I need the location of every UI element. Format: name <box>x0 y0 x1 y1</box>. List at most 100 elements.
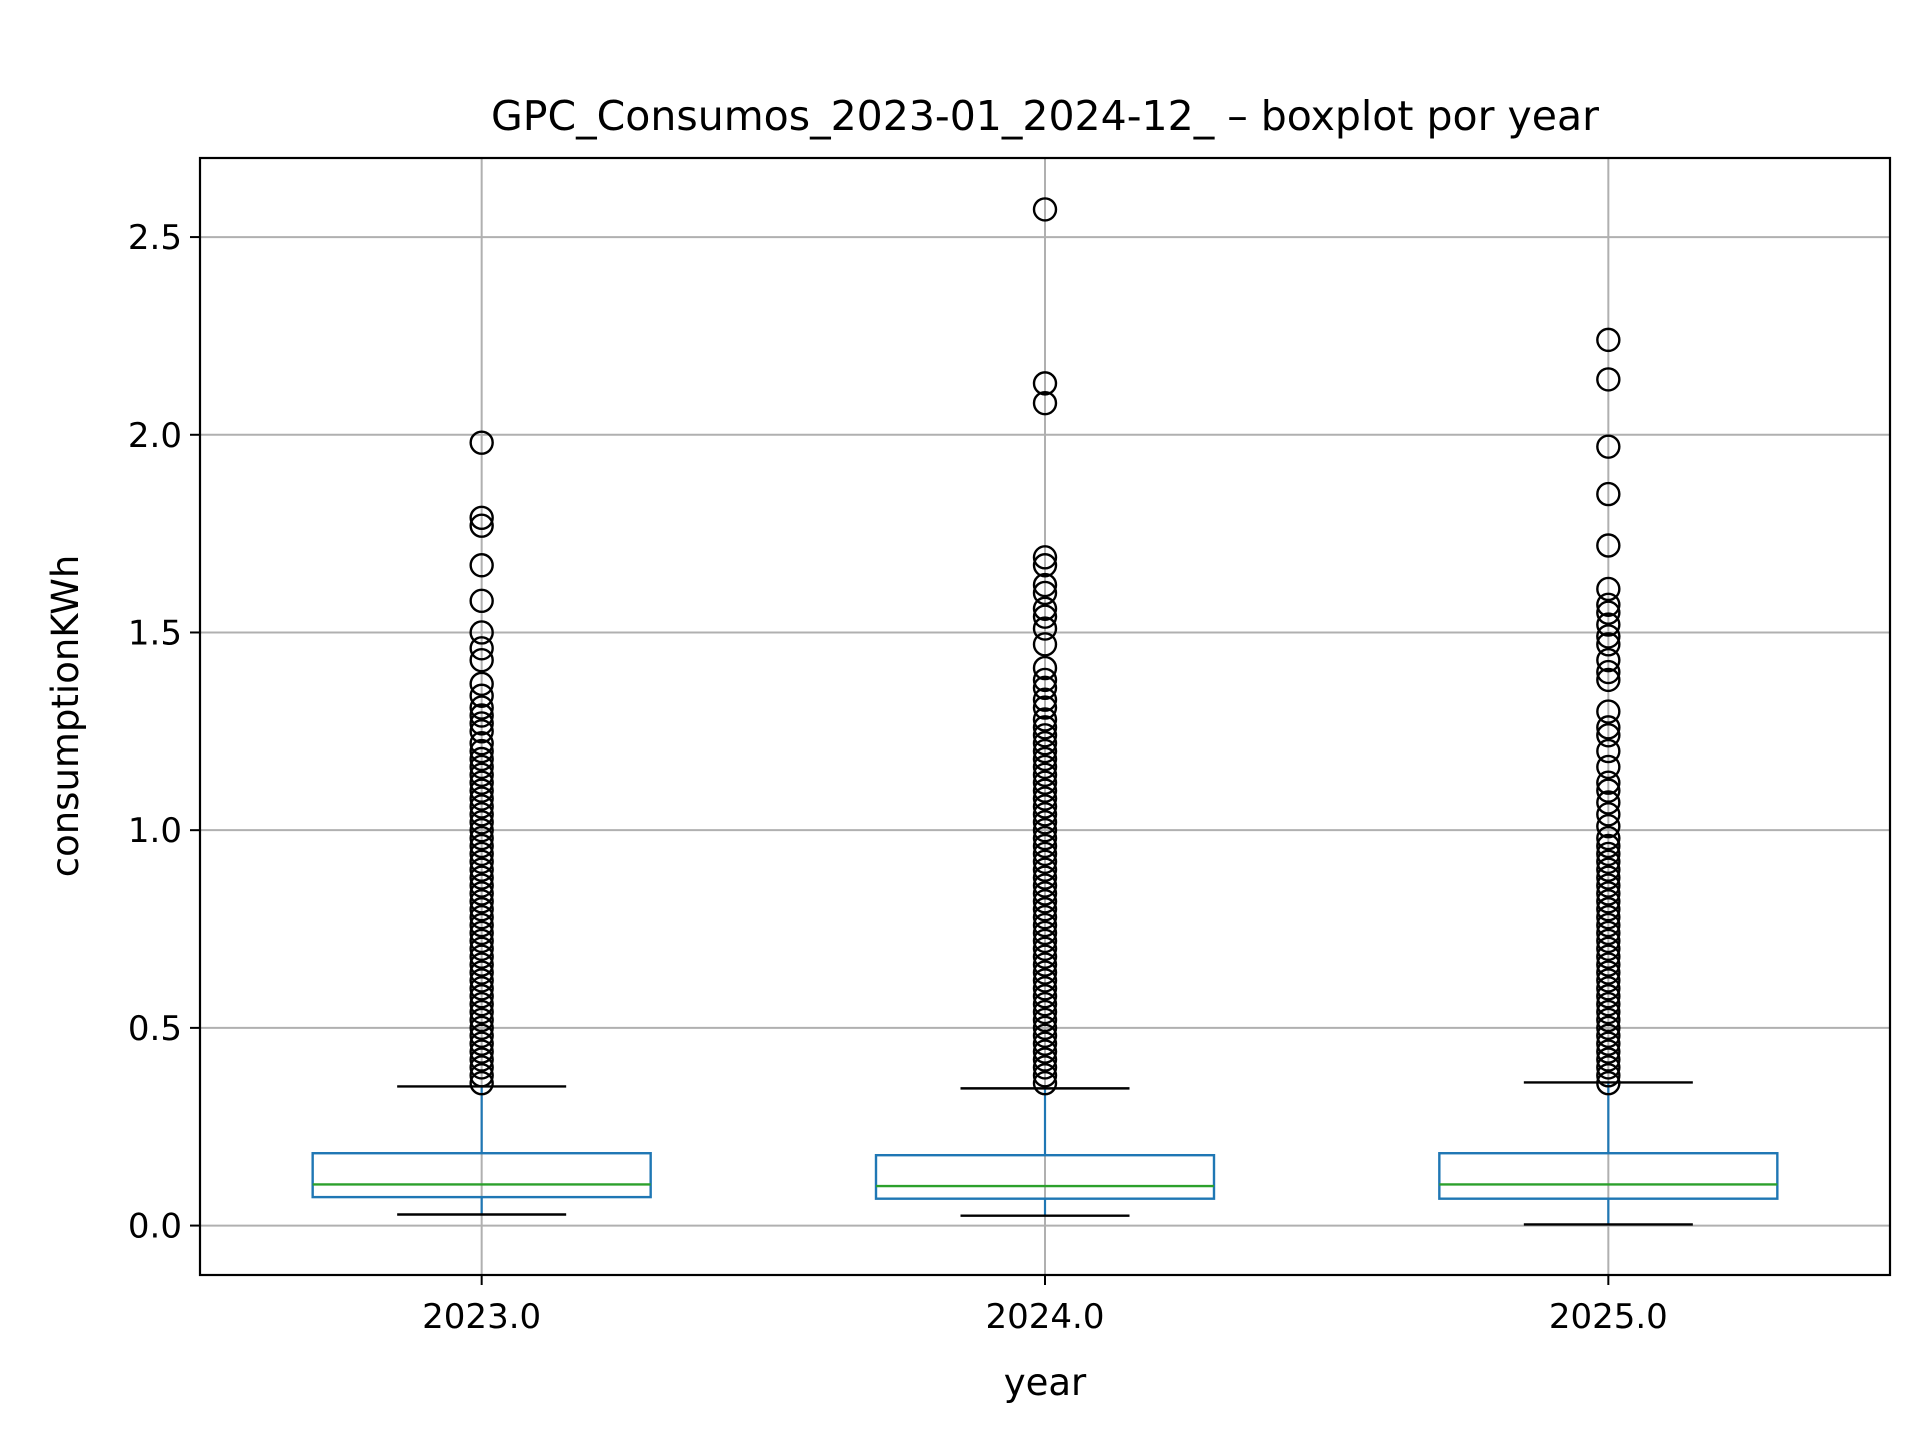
outlier-point <box>1032 912 1058 938</box>
outlier-point <box>1596 873 1621 898</box>
outlier-point <box>1032 968 1058 993</box>
outlier-point <box>1032 889 1058 914</box>
outlier-point <box>469 1023 494 1048</box>
outlier-point <box>469 944 494 969</box>
outlier-point <box>1596 778 1621 803</box>
outlier-point <box>1032 596 1058 621</box>
outlier-point <box>1032 695 1058 720</box>
outlier-point <box>1596 600 1621 625</box>
outlier-point <box>1032 715 1058 740</box>
outlier-point <box>1032 604 1058 629</box>
outlier-point <box>469 1015 494 1041</box>
outlier-point <box>469 857 494 882</box>
outlier-point <box>469 904 494 930</box>
outlier-point <box>1032 825 1058 851</box>
outlier-point <box>1596 327 1621 353</box>
outlier-point <box>1596 897 1621 922</box>
outlier-point <box>1596 889 1621 914</box>
outlier-point <box>1596 857 1621 882</box>
outlier-point <box>1032 849 1058 875</box>
outlier-point <box>469 1047 494 1072</box>
outlier-point <box>469 936 494 961</box>
outlier-point <box>1032 833 1058 859</box>
outlier-point <box>1032 1031 1058 1056</box>
outlier-point <box>1032 865 1058 890</box>
outlier-point <box>1032 572 1058 598</box>
outlier-point <box>469 810 494 835</box>
outlier-point <box>1032 991 1058 1017</box>
outlier-point <box>1596 754 1621 780</box>
outlier-point <box>1596 1047 1621 1072</box>
outlier-point <box>1596 1031 1621 1056</box>
outlier-point <box>1032 553 1058 578</box>
outlier-point <box>1032 904 1058 930</box>
outlier-point <box>469 683 494 708</box>
y-tick-label: 1.0 <box>128 811 182 851</box>
outlier-point <box>1032 802 1058 827</box>
outlier-point <box>1032 762 1058 788</box>
outlier-point <box>1596 367 1621 392</box>
outlier-point <box>1032 580 1058 606</box>
outlier-point <box>1596 1023 1621 1048</box>
outlier-point <box>469 1063 494 1088</box>
outlier-point <box>1032 1063 1058 1088</box>
outlier-point <box>1596 920 1621 946</box>
y-tick-label: 0.5 <box>128 1009 182 1049</box>
outlier-point <box>469 991 494 1017</box>
outlier-point <box>1596 825 1621 851</box>
outlier-point <box>1596 790 1621 815</box>
outlier-point <box>1032 881 1058 906</box>
box-iqr <box>874 1153 1216 1200</box>
outlier-point <box>469 976 494 1001</box>
outlier-point <box>1596 715 1621 740</box>
outlier-point <box>1032 817 1058 843</box>
outlier-point <box>1596 833 1621 859</box>
outlier-point <box>1032 960 1058 985</box>
outliers <box>469 197 1621 1096</box>
y-tick-label: 2.0 <box>128 416 182 456</box>
outlier-point <box>1032 897 1058 922</box>
outlier-point <box>1032 371 1058 396</box>
outlier-point <box>1032 841 1058 867</box>
outlier-point <box>469 430 494 455</box>
outlier-point <box>1032 667 1058 693</box>
outlier-point <box>1032 1039 1058 1064</box>
outlier-point <box>1032 746 1058 772</box>
outlier-point <box>1596 770 1621 795</box>
outlier-point <box>1596 699 1621 724</box>
outlier-point <box>469 703 494 728</box>
outlier-point <box>1596 984 1621 1009</box>
outlier-point <box>469 873 494 898</box>
outlier-point <box>1596 960 1621 985</box>
outlier-point <box>1032 952 1058 977</box>
outlier-point <box>1596 1071 1621 1096</box>
chart-title: GPC_Consumos_2023-01_2024-12_ – boxplot … <box>491 92 1599 140</box>
outlier-point <box>469 825 494 851</box>
outlier-point <box>1032 810 1058 835</box>
outlier-point <box>1032 655 1058 681</box>
outlier-point <box>1596 624 1621 649</box>
outlier-point <box>469 794 494 819</box>
outlier-point <box>1596 647 1621 673</box>
outlier-point <box>469 889 494 914</box>
outlier-point <box>1596 928 1621 954</box>
outlier-point <box>469 865 494 890</box>
outlier-point <box>1596 912 1621 938</box>
outlier-point <box>469 817 494 843</box>
outlier-point <box>1032 944 1058 969</box>
y-axis-label: consumptionKWh <box>44 555 87 878</box>
outlier-point <box>1032 390 1058 416</box>
outlier-point <box>469 920 494 946</box>
outlier-point <box>469 513 494 538</box>
outlier-point <box>469 778 494 803</box>
outlier-point <box>1032 857 1058 882</box>
outlier-point <box>1596 999 1621 1025</box>
outlier-point <box>469 719 494 744</box>
outlier-point <box>469 952 494 977</box>
outlier-point <box>1032 920 1058 946</box>
outlier-point <box>469 746 494 772</box>
outlier-point <box>1032 754 1058 780</box>
outlier-point <box>1032 632 1058 657</box>
outlier-point <box>1596 434 1621 459</box>
outlier-point <box>1032 786 1058 811</box>
